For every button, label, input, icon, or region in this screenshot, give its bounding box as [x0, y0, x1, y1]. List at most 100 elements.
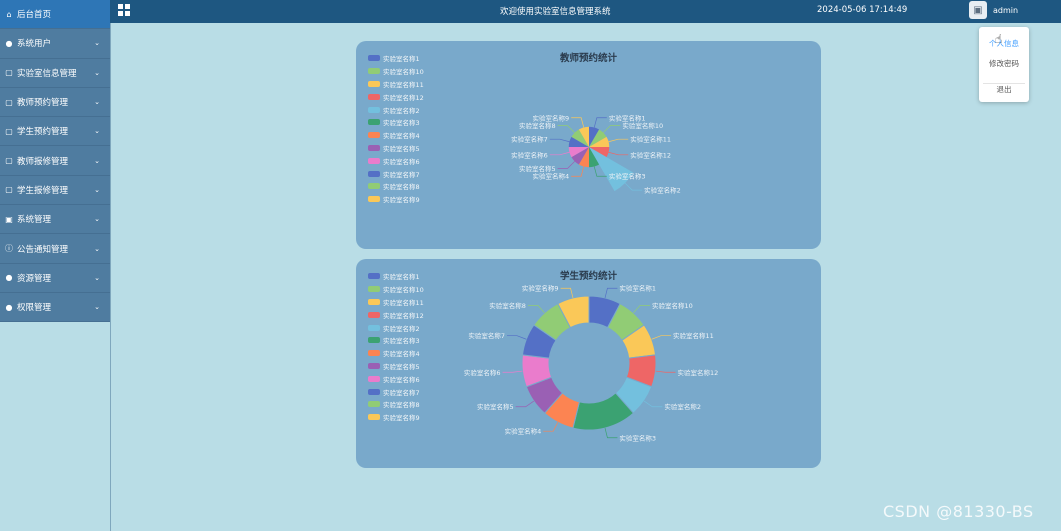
sidebar-item[interactable]: ▢ 教师报修管理 ⌄ — [0, 146, 110, 176]
legend-item[interactable]: 实验室名称10 — [368, 65, 424, 78]
legend-item[interactable]: 实验室名称9 — [368, 411, 424, 424]
chevron-down-icon: ⌄ — [94, 303, 100, 312]
legend-swatch — [368, 414, 380, 421]
legend-label: 实验室名称4 — [383, 350, 420, 359]
sidebar-item[interactable]: ⓘ 公告通知管理 ⌄ — [0, 234, 110, 264]
slice-label: 实验室名称1 — [619, 284, 656, 293]
pie-slice[interactable] — [568, 136, 589, 147]
legend-label: 实验室名称8 — [383, 183, 420, 192]
slice-label: 实验室名称5 — [477, 402, 514, 411]
home-icon: ⌂ — [6, 9, 12, 19]
chevron-down-icon: ⌄ — [94, 127, 100, 136]
legend-swatch — [368, 362, 380, 369]
legend-item[interactable]: 实验室名称9 — [368, 193, 424, 206]
legend-swatch — [368, 388, 380, 395]
dropdown-item-logout[interactable]: 退出 — [996, 85, 1012, 94]
label-leader-line — [571, 166, 585, 177]
slice-label: 实验室名称6 — [464, 368, 501, 377]
pie-slice[interactable] — [578, 147, 589, 168]
sidebar: ⌂ 后台首页 ● 系统用户 ⌄ ▢ 实验室信息管理 ⌄ ▢ 教师预约管理 ⌄ ▢ 学生预约管理 ⌄ ▢ 教师报… — [0, 0, 111, 531]
pie-slice[interactable] — [578, 126, 589, 147]
legend-item[interactable]: 实验室名称7 — [368, 385, 424, 398]
sidebar-item[interactable]: ▢ 实验室信息管理 ⌄ — [0, 58, 110, 88]
legend-label: 实验室名称1 — [383, 55, 420, 64]
legend-item[interactable]: 实验室名称10 — [368, 283, 424, 296]
legend-item[interactable]: 实验室名称5 — [368, 360, 424, 373]
legend-swatch — [368, 119, 380, 126]
sidebar-item[interactable]: ⌂ 后台首页 — [0, 0, 110, 30]
chart-legend: 实验室名称1 实验室名称10 实验室名称11 实验室名称12 实验室名称2 实验室名称3 实… — [368, 52, 424, 206]
legend-swatch — [368, 311, 380, 318]
legend-item[interactable]: 实验室名称2 — [368, 103, 424, 116]
legend-item[interactable]: 实验室名称7 — [368, 167, 424, 180]
legend-item[interactable]: 实验室名称3 — [368, 334, 424, 347]
user-icon: ● — [5, 302, 13, 312]
pie-slice[interactable] — [568, 147, 589, 158]
legend-item[interactable]: 实验室名称1 — [368, 52, 424, 65]
legend-swatch — [368, 106, 380, 113]
sidebar-item[interactable]: ● 权限管理 ⌄ — [0, 292, 110, 323]
label-leader-line — [527, 305, 545, 314]
label-leader-line — [543, 422, 559, 432]
legend-item[interactable]: 实验室名称12 — [368, 308, 424, 321]
legend-item[interactable]: 实验室名称6 — [368, 154, 424, 167]
avatar[interactable]: ▣ — [969, 1, 987, 19]
menu-toggle-icon[interactable] — [118, 4, 130, 16]
pie-slice[interactable] — [589, 126, 600, 147]
teacher-booking-card: 教师预约统计 实验室名称1 实验室名称10 实验室名称11 实验室名称12 实验室名称2… — [356, 41, 821, 249]
label-leader-line — [557, 161, 575, 169]
legend-item[interactable]: 实验室名称1 — [368, 270, 424, 283]
watermark: CSDN @81330-BS — [883, 502, 1034, 521]
legend-item[interactable]: 实验室名称3 — [368, 116, 424, 129]
legend-label: 实验室名称1 — [383, 273, 420, 282]
label-leader-line — [604, 427, 618, 439]
legend-item[interactable]: 实验室名称8 — [368, 180, 424, 193]
sidebar-item-label: 系统用户 — [17, 39, 52, 50]
legend-item[interactable]: 实验室名称11 — [368, 78, 424, 91]
legend-item[interactable]: 实验室名称8 — [368, 398, 424, 411]
slice-label: 实验室名称8 — [489, 301, 526, 310]
pie-slice[interactable] — [589, 147, 600, 168]
legend-item[interactable]: 实验室名称12 — [368, 90, 424, 103]
legend-item[interactable]: 实验室名称4 — [368, 347, 424, 360]
info-icon: ⓘ — [5, 244, 13, 254]
chart-title: 学生预约统计 — [559, 271, 617, 282]
legend-swatch — [368, 55, 380, 62]
chart-title: 教师预约统计 — [559, 53, 617, 64]
legend-item[interactable]: 实验室名称2 — [368, 321, 424, 334]
pie-slice[interactable] — [557, 295, 590, 329]
pie-slice[interactable] — [589, 147, 634, 192]
sidebar-item[interactable]: ▢ 学生预约管理 ⌄ — [0, 117, 110, 147]
label-leader-line — [608, 151, 629, 156]
sidebar-item[interactable]: ▢ 教师预约管理 ⌄ — [0, 87, 110, 118]
legend-item[interactable]: 实验室名称6 — [368, 372, 424, 385]
dropdown-item-profile[interactable]: 个人信息 — [989, 39, 1019, 48]
pie-slice[interactable] — [589, 147, 610, 158]
legend-swatch — [368, 350, 380, 357]
sidebar-item-label: 实验室信息管理 — [17, 68, 77, 79]
label-leader-line — [608, 138, 629, 143]
legend-item[interactable]: 实验室名称5 — [368, 142, 424, 155]
slice-label: 实验室名称9 — [533, 113, 570, 122]
pie-slice[interactable] — [589, 136, 610, 147]
pie-slice[interactable] — [571, 129, 589, 147]
slice-label: 实验室名称10 — [622, 121, 663, 130]
slice-label: 实验室名称4 — [505, 427, 542, 436]
sidebar-item[interactable]: ● 系统用户 ⌄ — [0, 29, 110, 59]
pie-slice[interactable] — [571, 147, 589, 165]
slice-label: 实验室名称3 — [609, 172, 646, 181]
pie-slice[interactable] — [589, 129, 607, 147]
legend-item[interactable]: 实验室名称4 — [368, 129, 424, 142]
legend-label: 实验室名称9 — [383, 414, 420, 423]
legend-label: 实验室名称2 — [383, 106, 420, 115]
legend-item[interactable]: 实验室名称11 — [368, 296, 424, 309]
label-leader-line — [624, 182, 643, 191]
sidebar-item[interactable]: ● 资源管理 ⌄ — [0, 263, 110, 293]
legend-label: 实验室名称11 — [383, 298, 424, 307]
legend-swatch — [368, 337, 380, 344]
sidebar-item[interactable]: ▢ 学生报修管理 ⌄ — [0, 175, 110, 206]
dropdown-item-change-password[interactable]: 修改密码 — [989, 59, 1019, 68]
sidebar-item[interactable]: ▣ 系统管理 ⌄ — [0, 205, 110, 235]
username[interactable]: admin — [993, 6, 1019, 15]
legend-label: 实验室名称5 — [383, 362, 420, 371]
